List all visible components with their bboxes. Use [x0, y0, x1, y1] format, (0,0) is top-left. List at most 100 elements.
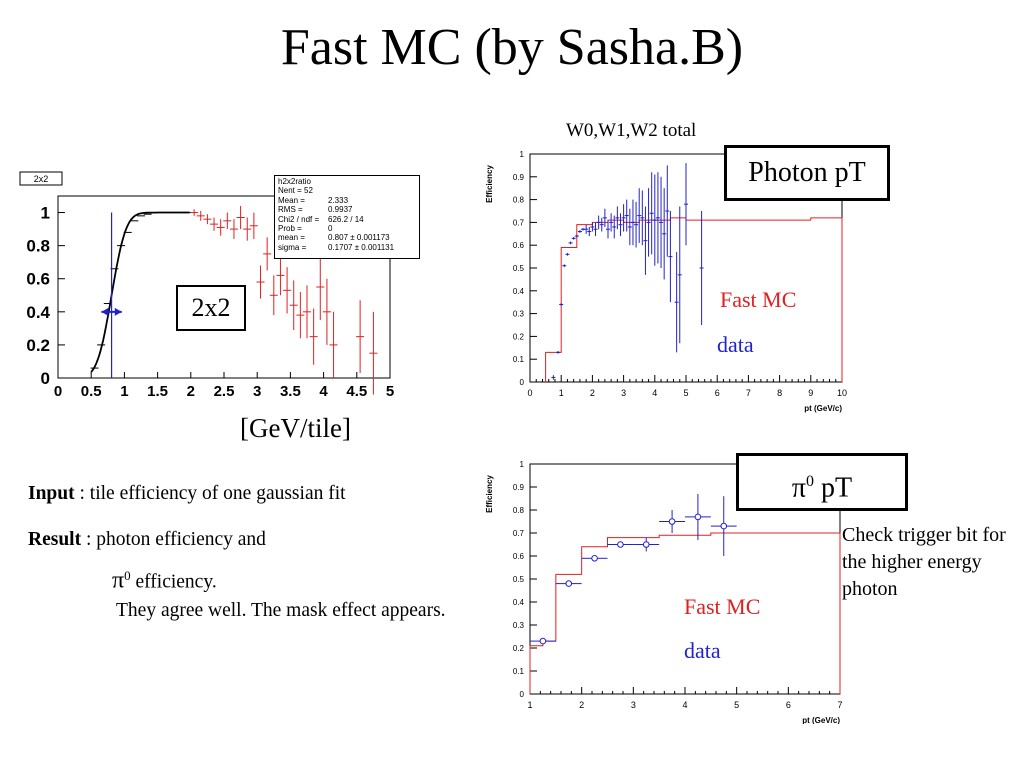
stats-row: RMS = 0.9937: [278, 205, 416, 214]
stats-value: 0.807 ± 0.001173: [328, 233, 390, 243]
eff-ytick-label: 0.5: [513, 264, 525, 273]
eff-xtick-label: 4: [682, 700, 687, 710]
stats-row: Nent = 52: [278, 186, 416, 195]
stats-key: Nent = 52: [278, 186, 313, 196]
eff-ytick-label: 0.2: [513, 644, 525, 653]
eff-xtick-label: 2: [579, 700, 584, 710]
input-line: Input : tile efficiency of one gaussian …: [28, 481, 346, 506]
stats-value: 626.2 / 14: [328, 214, 364, 224]
stats-key: Chi2 / ndf =: [278, 214, 320, 224]
data-legend-2: data: [684, 638, 721, 663]
hist-title: 2x2: [34, 174, 49, 184]
eff-xtick-label: 9: [808, 388, 813, 398]
stats-row: Chi2 / ndf = 626.2 / 14: [278, 215, 416, 224]
stats-title: h2x2ratio: [278, 177, 311, 186]
eff-xtick-label: 7: [746, 388, 751, 398]
stats-value: 2.333: [328, 195, 349, 205]
slide-title: Fast MC (by Sasha.B): [280, 19, 744, 76]
tile-xtick-label: 5: [386, 383, 394, 400]
input-text: : tile efficiency of one gaussian fit: [74, 483, 346, 504]
eff-ytick-label: 0.8: [513, 506, 525, 515]
eff-ytick-label: 1: [520, 150, 525, 159]
stats-key: Prob =: [278, 224, 302, 234]
eff-ytick-label: 1: [520, 460, 525, 469]
photon-chart-title: W0,W1,W2 total: [566, 120, 697, 141]
result-pi-text: efficiency.: [130, 571, 217, 593]
eff-xlabel: pt (GeV/c): [802, 716, 840, 724]
eff-ytick-label: 0.9: [513, 483, 525, 492]
data-point: [668, 518, 676, 525]
eff-ytick-label: 0: [520, 378, 525, 387]
tile-ytick-label: 0.6: [26, 270, 50, 289]
eff-xtick-label: 7: [837, 700, 842, 710]
eff-ytick-label: 0.7: [513, 218, 525, 227]
eff-ytick-label: 0.5: [513, 575, 525, 584]
tile-xtick-label: 1.5: [147, 383, 168, 400]
tile-ytick-label: 0: [41, 369, 50, 388]
eff-ytick-label: 0.1: [513, 667, 525, 676]
tile-xtick-label: 3: [253, 383, 261, 400]
data-point: [720, 522, 728, 530]
stats-rows: Nent = 52 Mean = 2.333 RMS = 0.9937 Chi2 / nd…: [278, 186, 416, 252]
fastmc-legend-2: Fast MC: [684, 594, 761, 619]
tile-xtick-label: 0.5: [81, 383, 102, 400]
tile-xtick-label: 0: [54, 383, 62, 400]
stats-key: sigma =: [278, 242, 307, 252]
eff-xlabel: pt (GeV/c): [804, 404, 842, 413]
eff-xtick-label: 4: [652, 388, 657, 398]
stats-value: 0.9937: [328, 205, 353, 215]
pi-box-text: pT: [814, 472, 853, 504]
eff-ytick-label: 0.9: [513, 173, 525, 182]
data-point: [694, 513, 702, 521]
eff-xtick-label: 6: [715, 388, 720, 398]
eff-ytick-label: 0.8: [513, 196, 525, 205]
tile-ytick-label: 0.8: [26, 237, 50, 256]
eff-ytick-label: 0.7: [513, 529, 525, 538]
tile-xtick-label: 4: [319, 383, 328, 400]
eff-xtick-label: 3: [631, 700, 636, 710]
tile-ytick-label: 0.2: [26, 336, 50, 355]
data-point: [565, 580, 573, 587]
stats-row: sigma = 0.1707 ± 0.001131: [278, 243, 416, 252]
pi0-pt-label: π0 pT: [736, 453, 908, 511]
eff-xtick-label: 6: [786, 700, 791, 710]
data-point: [642, 541, 650, 548]
tile-xtick-label: 4.5: [346, 383, 367, 400]
eff-ylabel: Efficiency: [485, 475, 494, 513]
stats-value: 0.1707 ± 0.001131: [328, 242, 395, 252]
eff-xtick-label: 1: [559, 388, 564, 398]
eff-ytick-label: 0.3: [513, 621, 525, 630]
tile-xtick-label: 2: [187, 383, 195, 400]
sigma-arrow-left-head: [101, 307, 109, 316]
data-point: [617, 541, 624, 548]
data-legend: data: [717, 332, 754, 357]
trigger-note: Check trigger bit for the higher energy …: [842, 524, 1006, 600]
eff-ytick-label: 0.2: [513, 332, 525, 341]
result-line: Result : photon efficiency and: [28, 527, 266, 552]
stats-key: RMS =: [278, 205, 303, 215]
tile-ytick-label: 0.4: [26, 303, 50, 322]
eff-xtick-label: 8: [777, 388, 782, 398]
eff-ytick-label: 0.6: [513, 552, 525, 561]
pi-superscript: 0: [806, 473, 815, 490]
unit-label: [GeV/tile]: [240, 413, 351, 443]
eff-ytick-label: 0.4: [513, 598, 525, 607]
tile-xtick-label: 1: [120, 383, 128, 400]
result-pi-symbol: π: [112, 567, 125, 594]
eff-ytick-label: 0: [520, 690, 525, 699]
data-point: [591, 555, 598, 562]
input-label: Input: [28, 483, 75, 504]
eff-ytick-label: 0.6: [513, 241, 525, 250]
tile-ytick-label: 1: [41, 204, 50, 223]
eff-xtick-label: 3: [621, 388, 626, 398]
result-text: : photon efficiency and: [81, 529, 266, 550]
hist-title-box: [19, 171, 63, 186]
result-label: Result: [28, 529, 82, 550]
stats-value: 0: [328, 224, 333, 234]
stats-row: mean = 0.807 ± 0.001173: [278, 233, 416, 242]
pi0-efficiency-chart: 1 2 3 4 5 6 7 0 0.1 0.2 0.3 0.4 0.5 0.6 0.7 0.8 0.9 1 pt (…: [485, 460, 843, 724]
result-pi-sup: 0: [124, 568, 131, 583]
eff-xtick-label: 1: [527, 700, 532, 710]
stats-row: Mean = 2.333: [278, 196, 416, 205]
stats-key: mean =: [278, 233, 305, 243]
